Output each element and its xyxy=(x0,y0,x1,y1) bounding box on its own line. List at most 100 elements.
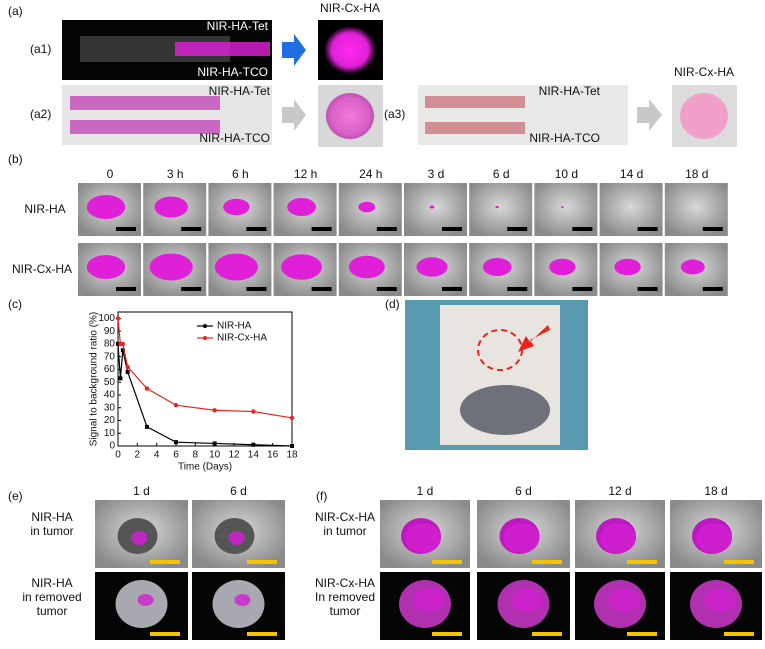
syringe-fluor xyxy=(175,42,270,56)
arrow xyxy=(282,99,306,131)
legend-marker xyxy=(203,324,207,328)
row-label: in removed xyxy=(22,590,81,604)
x-tick-label: 14 xyxy=(248,450,260,461)
fluorescence xyxy=(413,588,445,612)
marker xyxy=(118,376,123,381)
syringe-fluid xyxy=(425,122,525,134)
x-tick-label: 18 xyxy=(286,450,298,461)
gel xyxy=(324,26,376,74)
scale-bar xyxy=(246,227,267,231)
row-label: NIR-Cx-HA xyxy=(315,576,375,590)
fluorescence xyxy=(511,588,544,612)
syringe-fluid xyxy=(425,96,525,108)
fluorescence xyxy=(560,206,564,208)
fluorescence xyxy=(223,198,250,216)
panel-label: (a3) xyxy=(384,107,405,121)
x-tick-label: 8 xyxy=(193,450,199,461)
x-tick-label: 2 xyxy=(135,450,141,461)
marker xyxy=(174,440,178,445)
fluorescence xyxy=(696,523,732,553)
fluorescence xyxy=(600,523,636,553)
syringe-fluid xyxy=(70,96,220,110)
photo-organ xyxy=(460,385,550,435)
scale-bar xyxy=(572,287,593,291)
scale-bar xyxy=(637,287,658,291)
red-arrow xyxy=(518,325,550,352)
fluorescence xyxy=(503,523,540,553)
scale-bar xyxy=(432,632,462,636)
fluorescence xyxy=(614,258,641,276)
fluorescence xyxy=(131,531,148,545)
arrow xyxy=(282,34,306,66)
y-tick-label: 20 xyxy=(104,415,116,426)
y-tick-label: 70 xyxy=(104,351,116,362)
legend-marker xyxy=(203,336,207,340)
fluorescence xyxy=(358,201,376,213)
syringe-image xyxy=(418,85,628,145)
time-label: 1 d xyxy=(133,484,150,498)
syringe-label: NIR-HA-Tet xyxy=(539,84,601,98)
marker xyxy=(290,444,294,448)
time-label: 24 h xyxy=(359,167,382,181)
scale-bar xyxy=(116,227,136,231)
fluorescence xyxy=(86,255,126,279)
marker xyxy=(145,424,149,429)
fluorescence xyxy=(416,257,448,277)
time-label: 0 xyxy=(107,167,114,181)
fluorescence xyxy=(228,531,245,545)
x-tick-label: 10 xyxy=(209,450,221,461)
marker xyxy=(120,341,126,347)
fluorescence xyxy=(154,196,188,218)
x-axis-label: Time (Days) xyxy=(178,462,232,473)
time-label: 10 d xyxy=(555,167,578,181)
y-tick-label: 60 xyxy=(104,364,116,375)
row-label: NIR-HA xyxy=(31,576,72,590)
panel-label: (f) xyxy=(316,489,327,503)
scale-bar xyxy=(116,287,136,291)
scale-bar xyxy=(442,227,462,231)
syringe-label: NIR-HA-TCO xyxy=(197,65,268,79)
plot-frame xyxy=(117,311,293,447)
fluorescence xyxy=(149,253,193,281)
y-tick-label: 90 xyxy=(104,326,116,337)
row-label: tumor xyxy=(37,604,68,618)
marker xyxy=(120,348,125,353)
scale-bar xyxy=(311,287,332,291)
fluorescence xyxy=(287,198,316,216)
row-label: NIR-HA xyxy=(24,202,65,216)
fluorescence xyxy=(549,258,576,276)
scale-bar xyxy=(376,227,397,231)
syringe-label: NIR-HA-Tet xyxy=(207,19,269,33)
fluorescence xyxy=(137,594,154,606)
series-line xyxy=(117,343,293,447)
time-label: 14 d xyxy=(620,167,643,181)
fluorescence xyxy=(495,205,500,209)
scale-bar xyxy=(311,227,332,231)
syringe-label: NIR-HA-Tet xyxy=(209,84,271,98)
y-tick-label: 0 xyxy=(109,441,115,452)
time-label: 6 d xyxy=(230,484,247,498)
marker xyxy=(251,409,256,414)
scale-bar xyxy=(507,287,528,291)
panel-label: (e) xyxy=(8,489,23,503)
fluorescence xyxy=(348,255,385,279)
panel-label: (a2) xyxy=(30,107,51,121)
panel-label: (d) xyxy=(385,297,400,311)
panel-label: (c) xyxy=(8,297,22,311)
scale-bar xyxy=(637,227,658,231)
fluorescence xyxy=(482,258,512,276)
time-label: 3 h xyxy=(167,167,184,181)
syringe-label: NIR-HA-TCO xyxy=(529,131,600,145)
fluorescence xyxy=(680,259,705,275)
scale-bar xyxy=(181,227,202,231)
arrow xyxy=(637,99,662,131)
gel xyxy=(680,93,728,139)
scale-bar xyxy=(181,287,202,291)
scale-bar xyxy=(724,632,754,636)
scale-bar xyxy=(150,560,180,564)
scale-bar xyxy=(532,560,562,564)
y-tick-label: 40 xyxy=(104,390,116,401)
y-tick-label: 10 xyxy=(104,428,116,439)
row-label: in tumor xyxy=(30,524,73,538)
